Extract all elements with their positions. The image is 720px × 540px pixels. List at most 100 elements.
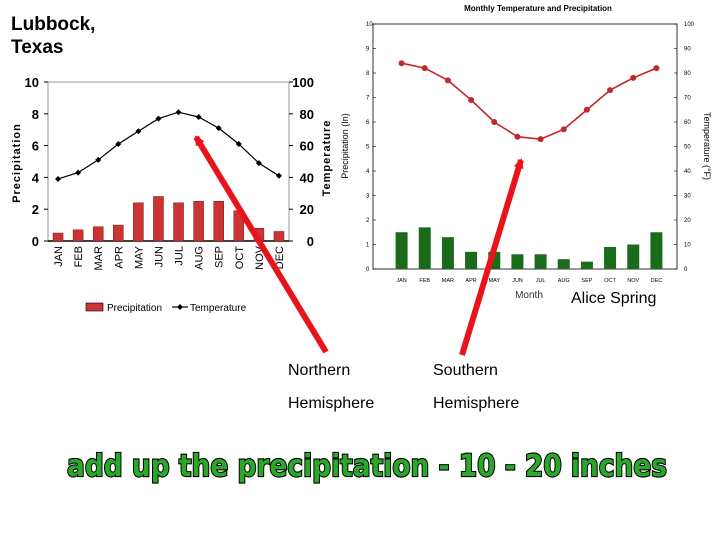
lubbock-chart: Lubbock, Texas 0 2 4 6 8 10 0 20 40 60 80 100 JAN F… (11, 14, 333, 314)
lubbock-temp-point-nov (255, 160, 262, 167)
alice-precip-bar-sep (580, 261, 593, 269)
alice-month-label: MAY (488, 278, 500, 284)
alice-right-tick-label: 0 (684, 267, 688, 273)
lubbock-plot-frame (47, 81, 290, 242)
lubbock-left-tick-label: 10 (25, 75, 39, 90)
alice-temp-polyline (401, 62, 657, 140)
alice-plot-frame (372, 23, 678, 270)
lubbock-right-tick-label: 100 (292, 75, 314, 90)
alice-left-tick-label: 3 (366, 194, 370, 200)
alice-month-label: JAN (396, 278, 406, 284)
alice-chart-title: Monthly Temperature and Precipitation (464, 4, 612, 13)
alice-month-label: AUG (558, 278, 570, 284)
alice-precip-bar-jul (534, 254, 547, 269)
alice-right-tick-label: 30 (684, 194, 691, 200)
alice-month-label: OCT (604, 278, 616, 284)
lubbock-left-tick-label: 8 (32, 107, 39, 122)
lubbock-left-tick-label: 6 (32, 139, 39, 154)
lubbock-left-tick-label: 2 (32, 202, 39, 217)
alice-temp-point-nov (630, 74, 637, 81)
caption-southern-line-1: Southern (433, 362, 498, 379)
lubbock-precip-bar-feb (72, 229, 84, 242)
alice-city-name: Alice Spring (571, 290, 656, 307)
alice-right-tick-label: 60 (684, 120, 691, 126)
lubbock-temp-point-may (135, 128, 142, 135)
lubbock-temp-polyline (57, 111, 280, 180)
legend-precip-swatch (85, 302, 104, 312)
alice-precip-bars (395, 227, 663, 269)
alice-month-label: MAR (442, 278, 454, 284)
legend-precip-label: Precipitation (107, 303, 162, 314)
alice-precip-bar-dec (650, 232, 663, 269)
alice-precip-bar-mar (441, 237, 454, 269)
alice-temp-point-sep (583, 106, 590, 113)
alice-precip-bar-oct (604, 246, 617, 269)
lubbock-left-ticks: 0 2 4 6 8 10 (25, 75, 48, 249)
lubbock-left-tick-label: 4 (32, 170, 40, 185)
alice-left-tick-label: 2 (366, 218, 370, 224)
alice-temp-point-jun (514, 133, 521, 140)
lubbock-precip-bar-jan (52, 232, 64, 242)
alice-right-ticks: 0 10 20 30 40 50 60 70 80 90 100 (674, 22, 695, 273)
lubbock-precip-bar-jun (153, 196, 164, 242)
lubbock-right-tick-label: 20 (300, 202, 314, 217)
lubbock-month-label: JUL (174, 246, 186, 266)
lubbock-temp-point-oct (235, 141, 242, 148)
lubbock-month-label: SEP (214, 246, 226, 268)
lubbock-temp-point-mar (95, 156, 102, 163)
lubbock-temp-point-feb (75, 169, 82, 176)
legend-temp-label: Temperature (190, 303, 247, 314)
lubbock-precip-bar-apr (113, 224, 124, 242)
lubbock-month-label: JUN (153, 246, 165, 267)
lubbock-right-tick-label: 40 (300, 170, 314, 185)
lubbock-left-tick-label: 0 (32, 234, 39, 249)
alice-month-label: JUL (536, 278, 546, 284)
alice-x-axis-label: Month (515, 290, 543, 301)
alice-right-tick-label: 40 (684, 169, 691, 175)
lubbock-temp-point-jul (175, 109, 182, 116)
lubbock-month-label: DEC (274, 246, 286, 269)
alice-temp-point-aug (560, 126, 567, 133)
lubbock-right-ticks: 0 20 40 60 80 100 (289, 75, 314, 249)
alice-right-tick-label: 20 (684, 218, 691, 224)
alice-month-labels: JAN FEB MAR APR MAY JUN JUL AUG SEP OCT NOV DEC (396, 278, 662, 284)
alice-precip-axis-label: Precipitation (In) (340, 113, 350, 179)
alice-temp-point-dec (653, 65, 660, 72)
alice-temp-point-feb (421, 65, 428, 72)
lubbock-right-tick-label: 80 (300, 107, 314, 122)
alice-left-tick-label: 8 (366, 71, 370, 77)
lubbock-month-label: MAR (93, 246, 105, 271)
lubbock-temp-point-aug (195, 113, 202, 120)
alice-month-label: NOV (627, 278, 639, 284)
alice-left-tick-label: 6 (366, 120, 370, 126)
lubbock-precip-bars (52, 196, 285, 242)
alice-temp-axis-label: Temperature (°F) (702, 112, 712, 180)
alice-temp-point-jul (537, 136, 544, 143)
arrow-to-lubbock-peak (193, 135, 329, 354)
headline: add up the precipitation - 10 - 20 inche… (67, 449, 667, 484)
lubbock-temp-point-sep (215, 125, 222, 132)
alice-temp-line (398, 60, 660, 143)
alice-temp-point-mar (444, 77, 451, 84)
caption-northern-line-2: Hemisphere (288, 395, 374, 412)
alice-month-label: APR (465, 278, 476, 284)
legend-temp-marker (177, 304, 183, 310)
alice-left-tick-label: 4 (366, 169, 370, 175)
alice-temp-point-apr (468, 96, 475, 103)
alice-left-tick-label: 9 (366, 47, 370, 53)
alice-month-label: DEC (651, 278, 663, 284)
alice-month-label: SEP (581, 278, 592, 284)
lubbock-month-label: APR (113, 246, 125, 269)
alice-left-tick-label: 10 (366, 22, 373, 28)
lubbock-month-labels: JAN FEB MAR APR MAY JUN JUL AUG SEP OCT NOV DEC (53, 245, 286, 270)
alice-left-ticks: 0 1 2 3 4 5 6 7 8 9 10 (366, 22, 376, 273)
alice-right-tick-label: 10 (684, 243, 691, 249)
alice-left-tick-label: 1 (366, 243, 370, 249)
lubbock-temp-point-apr (115, 141, 122, 148)
lubbock-temp-axis-label: Temperature (321, 120, 333, 197)
alice-precip-bar-jan (395, 232, 408, 269)
lubbock-month-label: MAY (133, 245, 145, 269)
lubbock-temp-point-jan (55, 175, 62, 182)
lubbock-precip-bar-mar (92, 226, 104, 242)
